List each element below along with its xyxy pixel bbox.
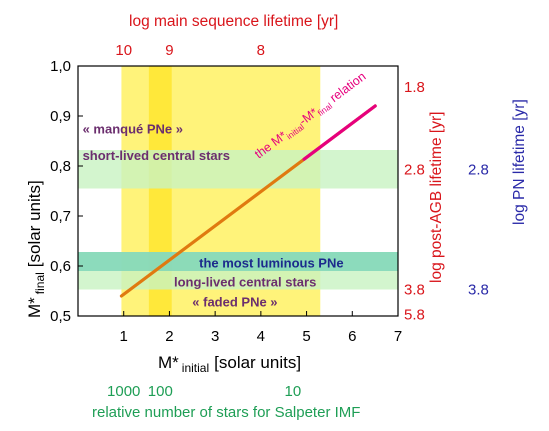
relation-label-end: relation <box>324 69 368 107</box>
pn-tick-label-3.8: 3.8 <box>468 282 489 299</box>
y-axis-title-sub: final <box>33 272 47 294</box>
agb-tick-label-3.8: 3.8 <box>404 282 425 299</box>
region-horizontal-2 <box>78 150 398 189</box>
plot-frame <box>77 65 399 317</box>
imf-tick-label-1000: 1000 <box>107 383 140 400</box>
right-agb-axis-title: log post-AGB lifetime [yr] <box>428 112 445 283</box>
pn-tick-label-2.8: 2.8 <box>468 162 489 179</box>
x-axis-title-main: M* <box>158 353 179 372</box>
annotation-2: the most luminous PNe <box>199 256 343 271</box>
agb-tick-label-5.8: 5.8 <box>404 307 425 324</box>
y-tick-label-0,9: 0,9 <box>50 108 71 125</box>
y-axis-title-group: M* final [solar units] <box>25 180 47 318</box>
shaded-regions <box>78 66 398 316</box>
region-horizontal-4 <box>78 252 398 271</box>
top-tick-label-8: 8 <box>257 42 265 59</box>
x-tick-label-6: 6 <box>348 328 356 345</box>
x-axis-title: M* initial [solar units] <box>158 353 301 375</box>
agb-tick-label-2.8: 2.8 <box>404 162 425 179</box>
right-pn-axis-title-group: log PN lifetime [yr] <box>511 99 528 225</box>
plot-border <box>77 65 399 317</box>
x-tick-label-3: 3 <box>211 328 219 345</box>
top-tick-label-10: 10 <box>115 42 132 59</box>
x-tick-label-1: 1 <box>120 328 128 345</box>
y-tick-label-0,5: 0,5 <box>50 308 71 325</box>
y-axis-title-main: M* <box>25 297 44 318</box>
y-axis-title-rest: [solar units] <box>25 180 44 267</box>
y-axis-title: M* final [solar units] <box>25 180 47 318</box>
x-tick-label-7: 7 <box>394 328 402 345</box>
annotations: « manqué PNe » short-lived central stars t… <box>83 122 344 310</box>
imf-tick-label-10: 10 <box>285 383 302 400</box>
annotation-1: short-lived central stars <box>83 148 230 163</box>
x-axis-title-rest: [solar units] <box>214 353 301 372</box>
imf-tick-label-100: 100 <box>148 383 173 400</box>
relation-line-group <box>119 104 377 298</box>
tick-labels: 1 2 3 4 5 6 7 0,5 0,6 0,7 0,8 0,9 1,0 10 9 8 1.8 2.8 3.8 5.… <box>50 42 489 400</box>
x-axis-title-sub: initial <box>182 361 209 375</box>
annotation-3: long-lived central stars <box>174 275 316 290</box>
annotation-4: « faded PNe » <box>192 295 277 310</box>
right-pn-axis-title: log PN lifetime [yr] <box>511 99 528 225</box>
y-tick-label-0,8: 0,8 <box>50 158 71 175</box>
bottom-imf-axis-title: relative number of stars for Salpeter IM… <box>92 404 360 421</box>
top-tick-label-9: 9 <box>165 42 173 59</box>
right-agb-axis-title-group: log post-AGB lifetime [yr] <box>428 112 445 283</box>
y-tick-label-0,7: 0,7 <box>50 208 71 225</box>
x-tick-label-5: 5 <box>302 328 310 345</box>
x-tick-label-2: 2 <box>165 328 173 345</box>
agb-tick-label-1.8: 1.8 <box>404 79 425 96</box>
y-tick-label-0,6: 0,6 <box>50 258 71 275</box>
relation-line-tip <box>302 104 377 161</box>
annotation-0: « manqué PNe » <box>83 122 183 137</box>
y-tick-label-1,0: 1,0 <box>50 58 71 75</box>
x-tick-label-4: 4 <box>257 328 265 345</box>
top-axis-title: log main sequence lifetime [yr] <box>129 13 338 30</box>
